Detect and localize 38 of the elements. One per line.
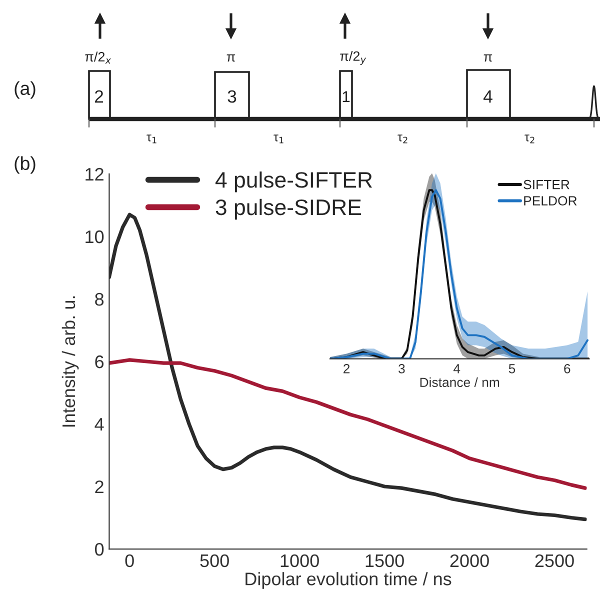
x-tick-label: 4 [453, 364, 460, 374]
y-tick-label: 12 [86, 168, 104, 181]
y-axis-title: Intensity / arb. u. [62, 296, 79, 427]
legend-label: SIFTER [524, 180, 570, 190]
text: τ$_{1}$ [274, 134, 284, 144]
y-tick-label: 2 [95, 480, 104, 494]
x-tick-label: 0 [125, 554, 134, 568]
text: π/2$_{y}$ [340, 50, 366, 65]
text: τ$_{2}$ [524, 134, 534, 144]
x-tick-label: 1000 [280, 554, 319, 568]
text: π [484, 54, 492, 62]
x-axis-title: Dipolar evolution time / ns [246, 572, 452, 589]
x-tick-label: 5 [508, 364, 516, 374]
text: (b) [14, 156, 36, 174]
text: π/2$_{x}$ [85, 52, 112, 64]
text: 3 [228, 90, 236, 103]
x-tick-label: 2000 [450, 554, 489, 568]
text: 4 [483, 90, 492, 103]
text: 1 [342, 91, 350, 102]
x-tick-label: 6 [564, 364, 570, 374]
text: π [226, 54, 236, 62]
x-tick-label: 2500 [535, 554, 574, 568]
text: τ$_{1}$ [146, 134, 156, 144]
line-series [109, 358, 587, 490]
y-tick-label: 8 [95, 292, 104, 306]
x-tick-label: 500 [200, 554, 229, 568]
y-tick-label: 4 [94, 418, 104, 431]
legend-label: 3 pulse-SIDRE [216, 198, 361, 220]
text: τ$_{2}$ [398, 134, 408, 144]
x-tick-label: 2 [344, 364, 350, 374]
y-tick-label: 10 [86, 230, 104, 244]
x-tick-label: 3 [398, 364, 405, 374]
text: (a) [14, 81, 36, 99]
x-tick-label: 1500 [366, 554, 404, 568]
x-axis-title: Distance / nm [420, 377, 500, 388]
y-tick-label: 0 [95, 542, 104, 556]
legend-label: 4 pulse-SIFTER [215, 171, 372, 192]
legend-label: PELDOR [524, 196, 577, 206]
